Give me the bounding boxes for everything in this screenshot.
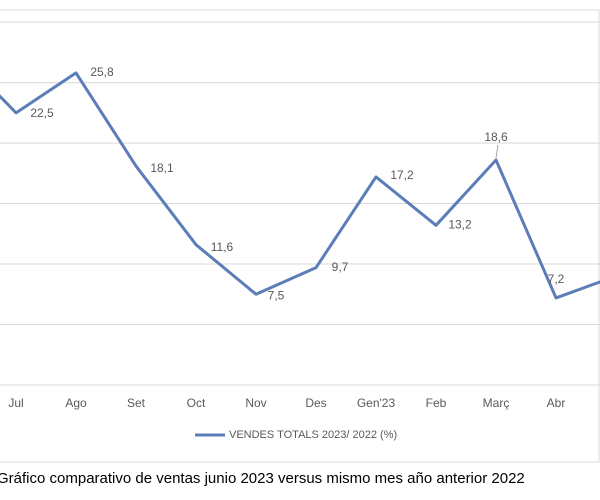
x-tick-label: Jul: [8, 396, 23, 410]
data-label: 18,6: [484, 130, 508, 144]
chart-frame: [0, 9, 600, 463]
legend-label: VENDES TOTALS 2023/ 2022 (%): [229, 429, 397, 441]
x-tick-label: Feb: [426, 396, 447, 410]
data-label: 17,2: [390, 168, 414, 182]
caption: Gráfico comparativo de ventas junio 2023…: [0, 470, 525, 487]
leader-line: [495, 144, 499, 159]
data-label: 7,2: [548, 272, 565, 286]
data-label: 25,8: [90, 65, 114, 79]
data-label: 7,5: [268, 288, 285, 302]
x-tick-label: Set: [127, 396, 146, 410]
x-tick-label: Oct: [187, 396, 206, 410]
x-tick-label: Nov: [245, 396, 266, 410]
data-label: 18,1: [150, 161, 174, 175]
x-tick-label: Ago: [65, 396, 87, 410]
x-tick-label: Gen'23: [357, 396, 396, 410]
data-line: [0, 71, 600, 300]
x-tick-label: Abr: [547, 396, 566, 410]
x-tick-label: Des: [305, 396, 326, 410]
data-label: 22,5: [30, 106, 54, 120]
data-label: 13,2: [448, 217, 472, 231]
data-label: 11,6: [211, 240, 234, 254]
x-tick-label: Març: [483, 396, 510, 410]
data-label: 9,7: [332, 260, 349, 274]
